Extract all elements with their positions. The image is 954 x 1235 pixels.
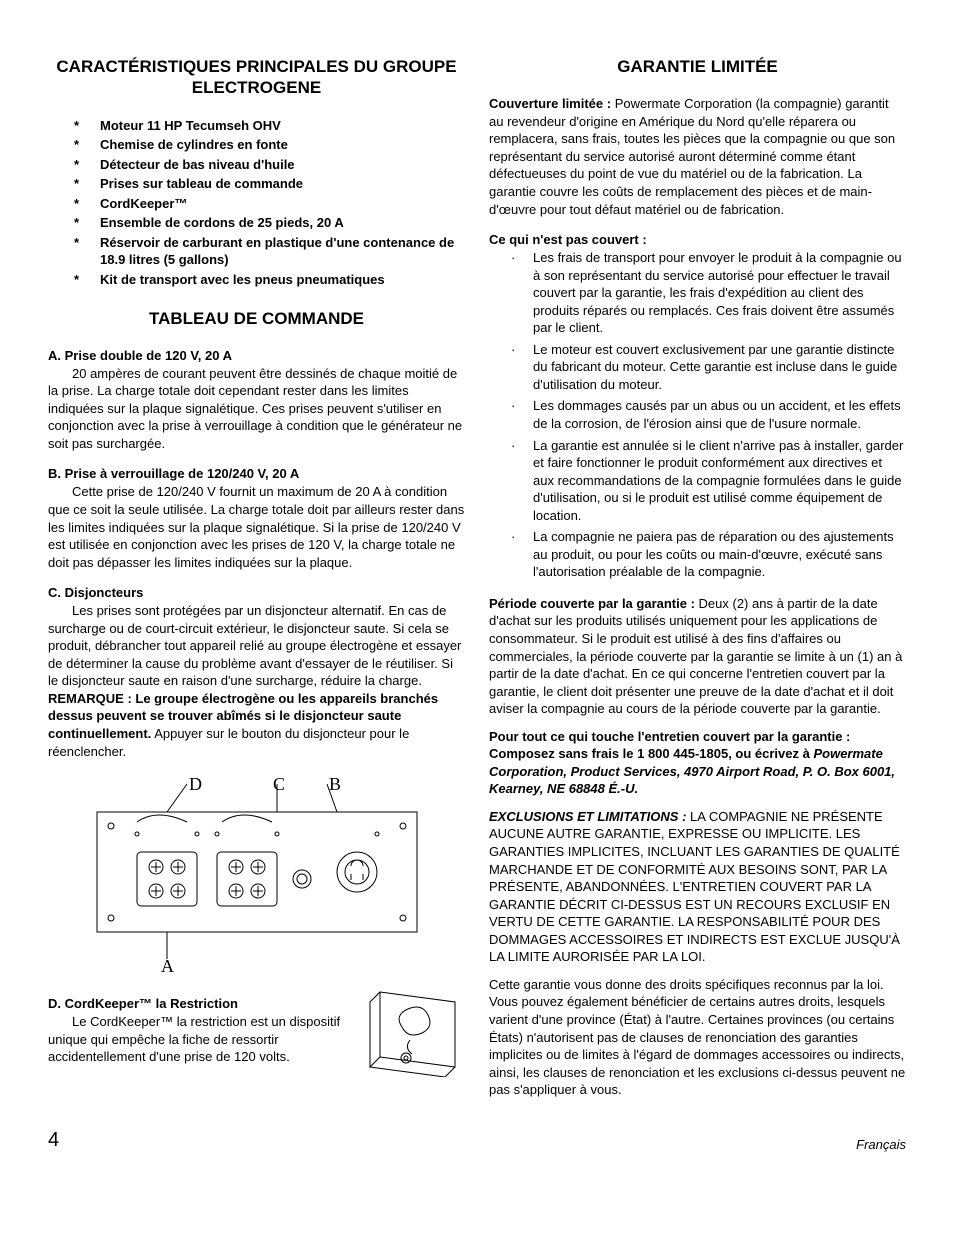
diagram-label-d: D (189, 774, 202, 794)
bullet-dot: · (511, 437, 533, 525)
section-d-body: Le CordKeeper™ la restriction est un dis… (48, 1013, 350, 1066)
feature-text: Moteur 11 HP Tecumseh OHV (100, 117, 281, 135)
section-b-text: Cette prise de 120/240 V fournit un maxi… (48, 484, 464, 569)
control-panel-diagram: D C B A (77, 774, 437, 974)
feature-text: CordKeeper™ (100, 195, 187, 213)
notcovered-text: Les dommages causés par un abus ou un ac… (533, 397, 906, 432)
section-d-text: Le CordKeeper™ la restriction est un dis… (48, 1014, 340, 1064)
feature-item: *Détecteur de bas niveau d'huile (74, 156, 465, 174)
notcovered-list: ·Les frais de transport pour envoyer le … (489, 249, 906, 581)
bullet-dot: · (511, 341, 533, 394)
bullet-star: * (74, 117, 100, 135)
list-item: ·Le moteur est couvert exclusivement par… (511, 341, 906, 394)
feature-text: Kit de transport avec les pneus pneumati… (100, 271, 385, 289)
list-item: ·La garantie est annulée si le client n'… (511, 437, 906, 525)
service-paragraph: Pour tout ce qui touche l'entretien couv… (489, 728, 906, 798)
document-page: CARACTÉRISTIQUES PRINCIPALES DU GROUPE E… (0, 0, 954, 1235)
list-item: ·Les frais de transport pour envoyer le … (511, 249, 906, 337)
rights-paragraph: Cette garantie vous donne des droits spé… (489, 976, 906, 1099)
section-d-head: D. CordKeeper™ la Restriction (48, 996, 350, 1011)
notcovered-text: Les frais de transport pour envoyer le p… (533, 249, 906, 337)
section-c-head: C. Disjoncteurs (48, 585, 465, 600)
feature-item: *Kit de transport avec les pneus pneumat… (74, 271, 465, 289)
section-b-head: B. Prise à verrouillage de 120/240 V, 20… (48, 466, 465, 481)
feature-item: *Prises sur tableau de commande (74, 175, 465, 193)
feature-item: *Réservoir de carburant en plastique d'u… (74, 234, 465, 269)
notcovered-text: La garantie est annulée si le client n'a… (533, 437, 906, 525)
bullet-star: * (74, 214, 100, 232)
right-column: GARANTIE LIMITÉE Couverture limitée : Po… (489, 56, 906, 1109)
feature-list: *Moteur 11 HP Tecumseh OHV *Chemise de c… (48, 117, 465, 289)
bullet-star: * (74, 156, 100, 174)
feature-text: Chemise de cylindres en fonte (100, 136, 288, 154)
bullet-star: * (74, 136, 100, 154)
section-c-text1: Les prises sont protégées par un disjonc… (48, 603, 461, 688)
service-line1: Pour tout ce qui touche l'entretien couv… (489, 729, 850, 762)
period-label: Période couverte par la garantie : (489, 596, 699, 611)
page-number: 4 (48, 1129, 59, 1152)
coverage-paragraph: Couverture limitée : Powermate Corporati… (489, 95, 906, 218)
feature-item: *Ensemble de cordons de 25 pieds, 20 A (74, 214, 465, 232)
bullet-dot: · (511, 397, 533, 432)
list-item: ·Les dommages causés par un abus ou un a… (511, 397, 906, 432)
diagram-label-b: B (329, 774, 341, 794)
section-a-head: A. Prise double de 120 V, 20 A (48, 348, 465, 363)
feature-item: *Moteur 11 HP Tecumseh OHV (74, 117, 465, 135)
period-paragraph: Période couverte par la garantie : Deux … (489, 595, 906, 718)
feature-text: Détecteur de bas niveau d'huile (100, 156, 295, 174)
section-c-body: Les prises sont protégées par un disjonc… (48, 602, 465, 760)
feature-text: Prises sur tableau de commande (100, 175, 303, 193)
diagram-label-a: A (161, 956, 174, 974)
notcovered-text: Le moteur est couvert exclusivement par … (533, 341, 906, 394)
features-heading: CARACTÉRISTIQUES PRINCIPALES DU GROUPE E… (48, 56, 465, 99)
left-column: CARACTÉRISTIQUES PRINCIPALES DU GROUPE E… (48, 56, 465, 1109)
feature-text: Réservoir de carburant en plastique d'un… (100, 234, 465, 269)
list-item: ·La compagnie ne paiera pas de réparatio… (511, 528, 906, 581)
coverage-body: Powermate Corporation (la compagnie) gar… (489, 96, 895, 216)
section-d-row: D. CordKeeper™ la Restriction Le CordKee… (48, 982, 465, 1077)
feature-text: Ensemble de cordons de 25 pieds, 20 A (100, 214, 344, 232)
diagram-label-c: C (273, 774, 285, 794)
bullet-star: * (74, 175, 100, 193)
exclusions-body: LA COMPAGNIE NE PRÉSENTE AUCUNE AUTRE GA… (489, 809, 900, 964)
bullet-star: * (74, 271, 100, 289)
coverage-label: Couverture limitée : (489, 96, 615, 111)
notcovered-head: Ce qui n'est pas couvert : (489, 232, 906, 247)
cordkeeper-diagram (360, 982, 465, 1077)
warranty-heading: GARANTIE LIMITÉE (489, 56, 906, 77)
feature-item: *Chemise de cylindres en fonte (74, 136, 465, 154)
exclusions-paragraph: EXCLUSIONS ET LIMITATIONS : LA COMPAGNIE… (489, 808, 906, 966)
control-panel-heading: TABLEAU DE COMMANDE (48, 308, 465, 329)
bullet-dot: · (511, 249, 533, 337)
page-footer: 4 Français (48, 1129, 906, 1152)
bullet-star: * (74, 234, 100, 269)
section-d-text-block: D. CordKeeper™ la Restriction Le CordKee… (48, 982, 350, 1076)
exclusions-label: EXCLUSIONS ET LIMITATIONS : (489, 809, 690, 824)
notcovered-text: La compagnie ne paiera pas de réparation… (533, 528, 906, 581)
period-body: Deux (2) ans à partir de la date d'achat… (489, 596, 902, 716)
feature-item: *CordKeeper™ (74, 195, 465, 213)
section-a-text: 20 ampères de courant peuvent être dessi… (48, 366, 462, 451)
two-column-layout: CARACTÉRISTIQUES PRINCIPALES DU GROUPE E… (48, 56, 906, 1109)
section-a-body: 20 ampères de courant peuvent être dessi… (48, 365, 465, 453)
language-label: Français (856, 1137, 906, 1152)
section-b-body: Cette prise de 120/240 V fournit un maxi… (48, 483, 465, 571)
bullet-dot: · (511, 528, 533, 581)
bullet-star: * (74, 195, 100, 213)
